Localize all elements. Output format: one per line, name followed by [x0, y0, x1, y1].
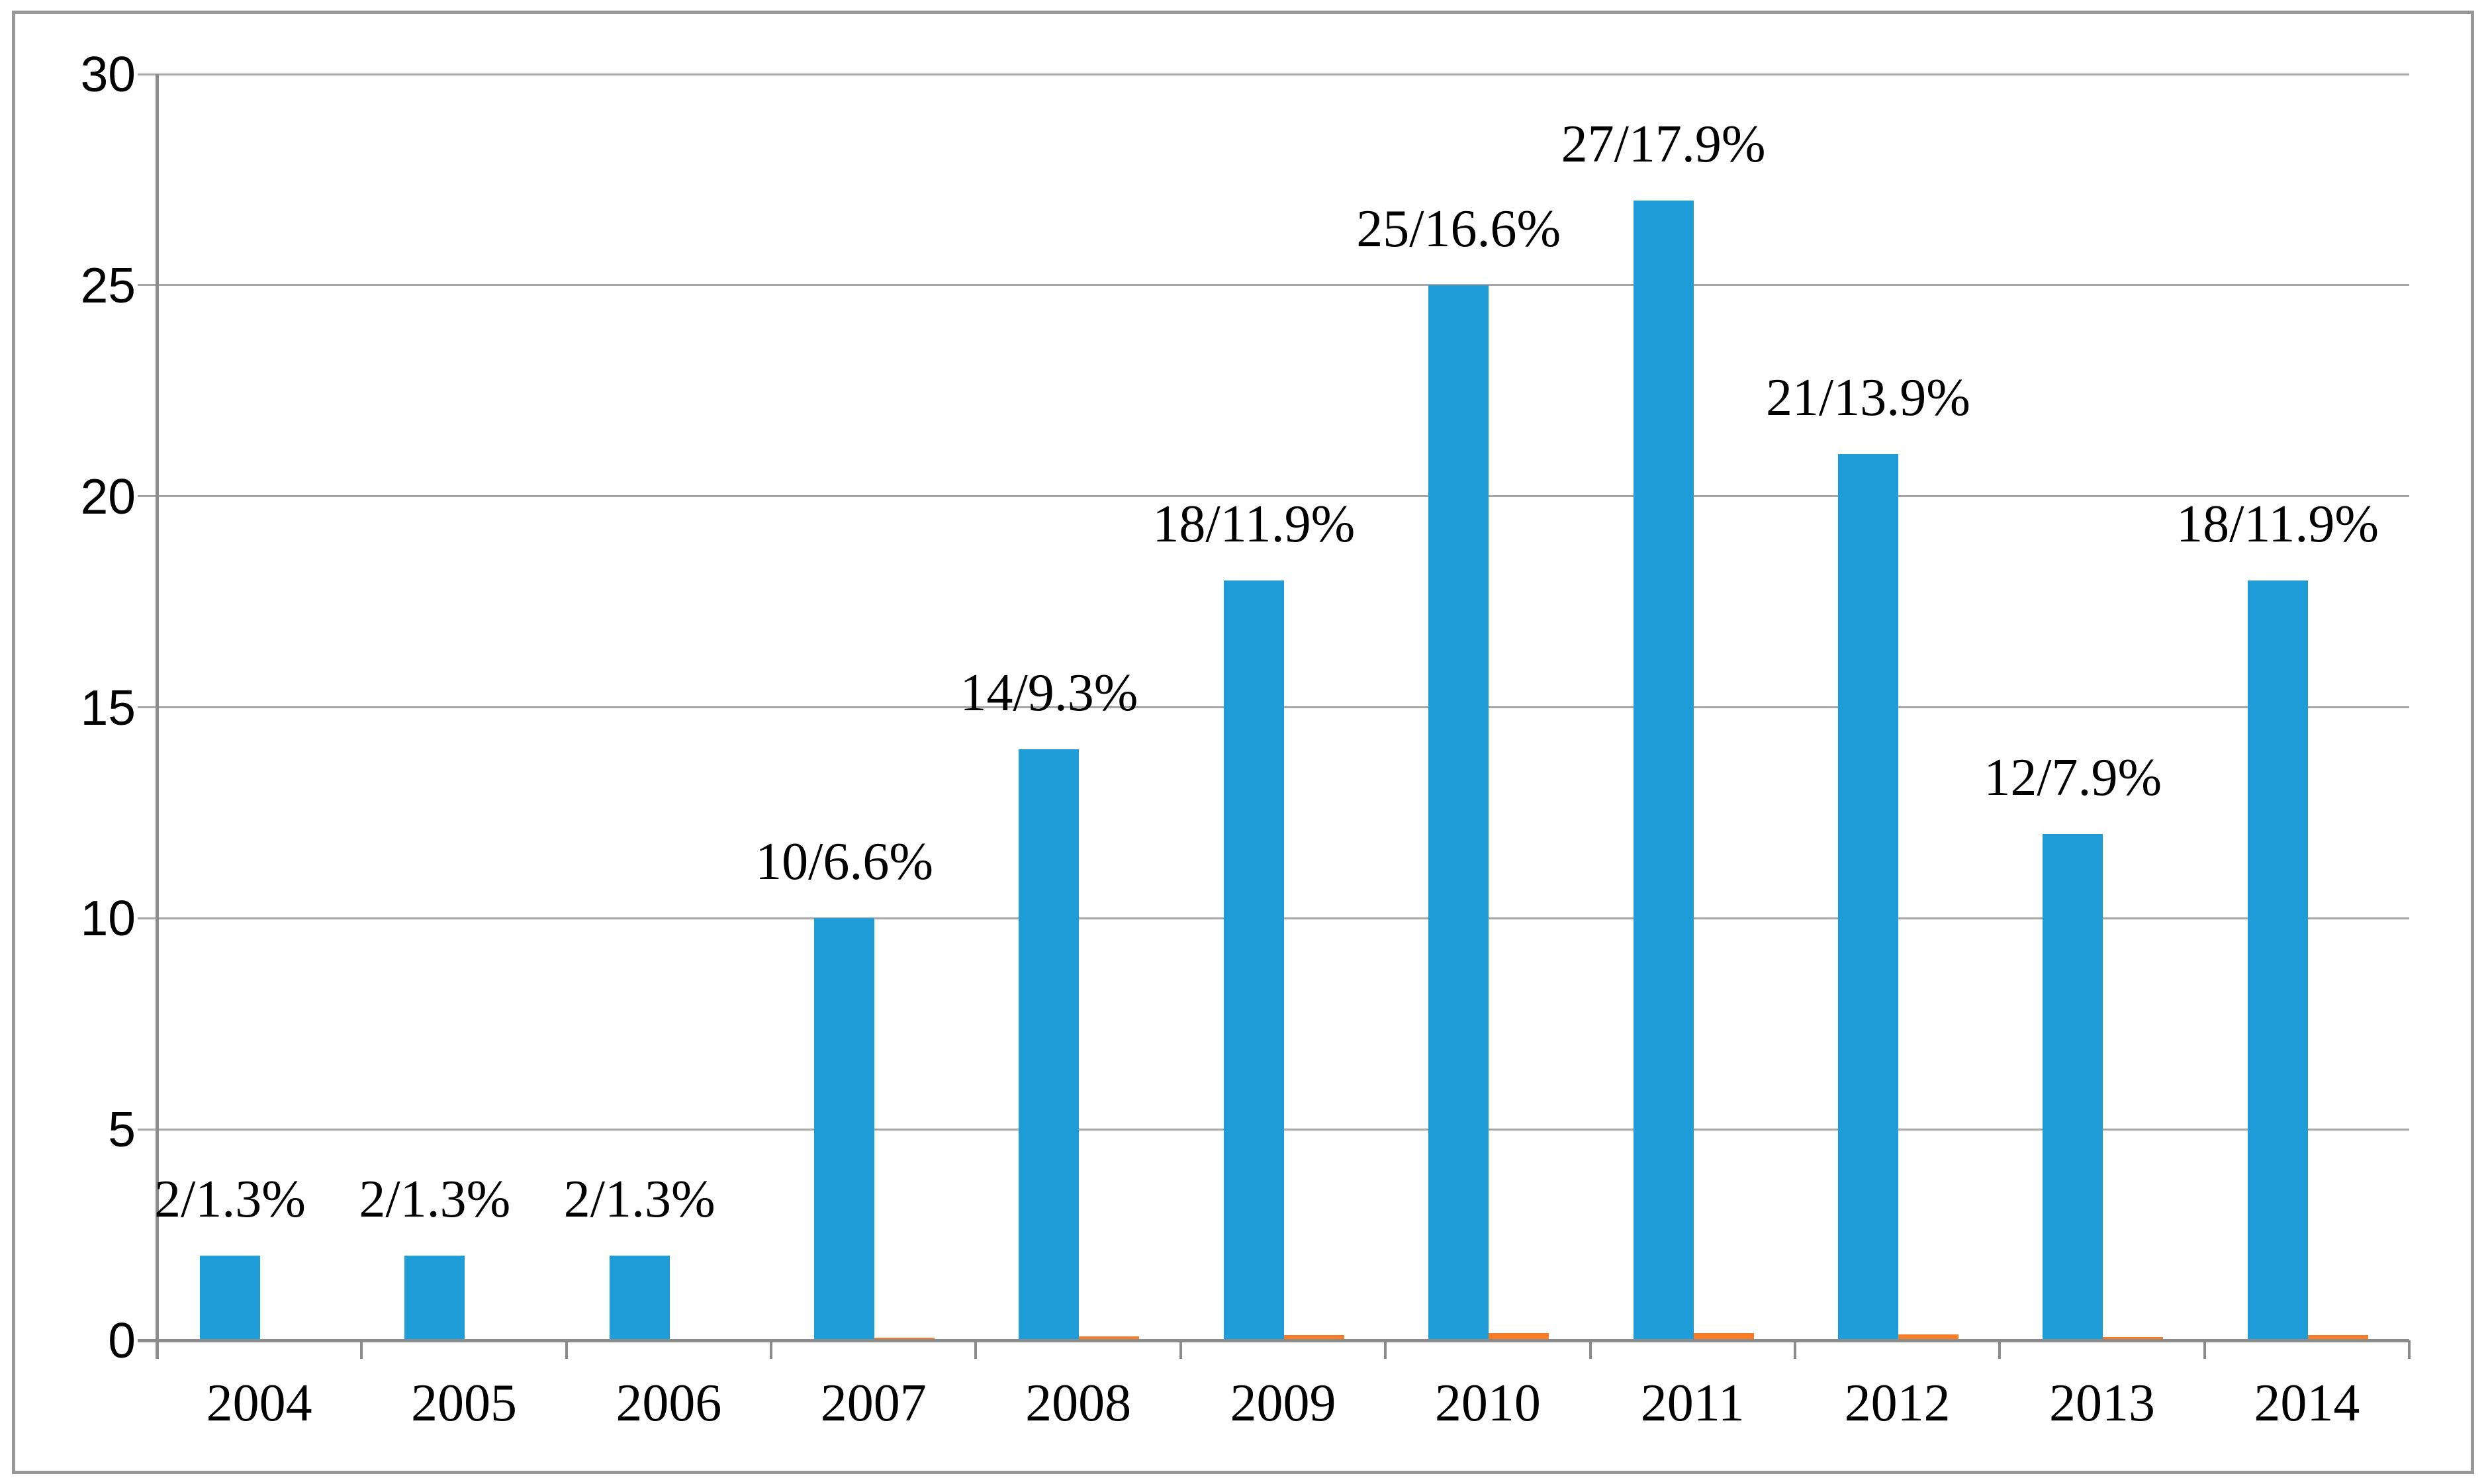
- data-label-2007: 10/6.6%: [755, 833, 934, 892]
- x-axis-label-2011: 2011: [1640, 1374, 1745, 1432]
- x-axis-label-2006: 2006: [616, 1374, 722, 1432]
- x-axis-tick: [1793, 1340, 1796, 1359]
- y-axis-label-15: 15: [80, 679, 136, 735]
- gridline-20: [138, 495, 2409, 498]
- bar-proportion-2010: [1489, 1333, 1549, 1340]
- bar-count-2009: [1223, 580, 1284, 1340]
- bar-count-2010: [1428, 285, 1489, 1340]
- x-axis-label-2005: 2005: [411, 1374, 518, 1432]
- y-axis-label-20: 20: [80, 468, 136, 524]
- data-label-2005: 2/1.3%: [359, 1170, 511, 1229]
- x-axis-tick: [974, 1340, 978, 1359]
- data-label-2014: 18/11.9%: [2176, 495, 2379, 554]
- x-axis-label-2010: 2010: [1434, 1374, 1541, 1432]
- bar-count-2006: [609, 1256, 670, 1340]
- bar-proportion-2012: [1898, 1334, 1958, 1340]
- y-axis-label-5: 5: [108, 1101, 136, 1158]
- bar-count-2008: [1019, 749, 1080, 1340]
- y-axis-label-10: 10: [80, 890, 136, 947]
- x-axis-label-2013: 2013: [2049, 1374, 2155, 1432]
- bar-proportion-2011: [1693, 1332, 1754, 1340]
- x-axis-label-2007: 2007: [820, 1374, 927, 1432]
- data-label-2011: 27/17.9%: [1561, 115, 1766, 174]
- y-axis-label-25: 25: [80, 257, 136, 313]
- data-label-2004: 2/1.3%: [154, 1170, 306, 1229]
- x-axis-line: [138, 1338, 2409, 1342]
- x-axis-tick: [156, 1340, 158, 1359]
- y-axis-label-0: 0: [108, 1313, 136, 1368]
- x-axis-tick: [360, 1340, 363, 1359]
- bar-proportion-2009: [1283, 1335, 1344, 1340]
- bar-proportion-2008: [1079, 1336, 1140, 1340]
- bar-count-2011: [1633, 201, 1694, 1340]
- data-label-2009: 18/11.9%: [1152, 495, 1356, 554]
- x-axis-label-2012: 2012: [1844, 1374, 1951, 1432]
- data-label-2006: 2/1.3%: [563, 1170, 715, 1229]
- gridline-25: [138, 284, 2409, 287]
- bar-count-2013: [2043, 833, 2103, 1340]
- x-axis-tick: [565, 1340, 568, 1359]
- x-axis-tick: [1998, 1340, 2002, 1359]
- data-label-2010: 25/16.6%: [1356, 199, 1561, 258]
- bar-proportion-2013: [2103, 1336, 2164, 1340]
- x-axis-tick: [2203, 1340, 2206, 1359]
- x-axis-tick: [770, 1340, 773, 1359]
- y-axis-label-30: 30: [80, 46, 136, 102]
- y-axis-line: [156, 74, 159, 1359]
- x-axis-tick: [1179, 1340, 1182, 1359]
- x-axis-tick: [1384, 1340, 1387, 1359]
- x-axis-tick: [2408, 1340, 2411, 1359]
- x-axis-tick: [1589, 1340, 1592, 1359]
- bar-count-2005: [404, 1256, 465, 1340]
- bar-count-2014: [2247, 580, 2308, 1340]
- bar-count-2004: [200, 1256, 260, 1340]
- x-axis-label-2009: 2009: [1230, 1374, 1336, 1432]
- data-label-2008: 14/9.3%: [960, 664, 1138, 723]
- bar-count-2012: [1837, 453, 1898, 1340]
- x-axis-label-2004: 2004: [206, 1374, 312, 1432]
- data-label-2012: 21/13.9%: [1765, 368, 1970, 427]
- bar-proportion-2014: [2307, 1335, 2368, 1340]
- x-axis-label-2014: 2014: [2254, 1374, 2360, 1432]
- x-axis-label-2008: 2008: [1025, 1374, 1132, 1432]
- bar-count-2007: [814, 918, 875, 1340]
- data-label-2013: 12/7.9%: [1984, 748, 2162, 807]
- gridline-30: [138, 73, 2409, 75]
